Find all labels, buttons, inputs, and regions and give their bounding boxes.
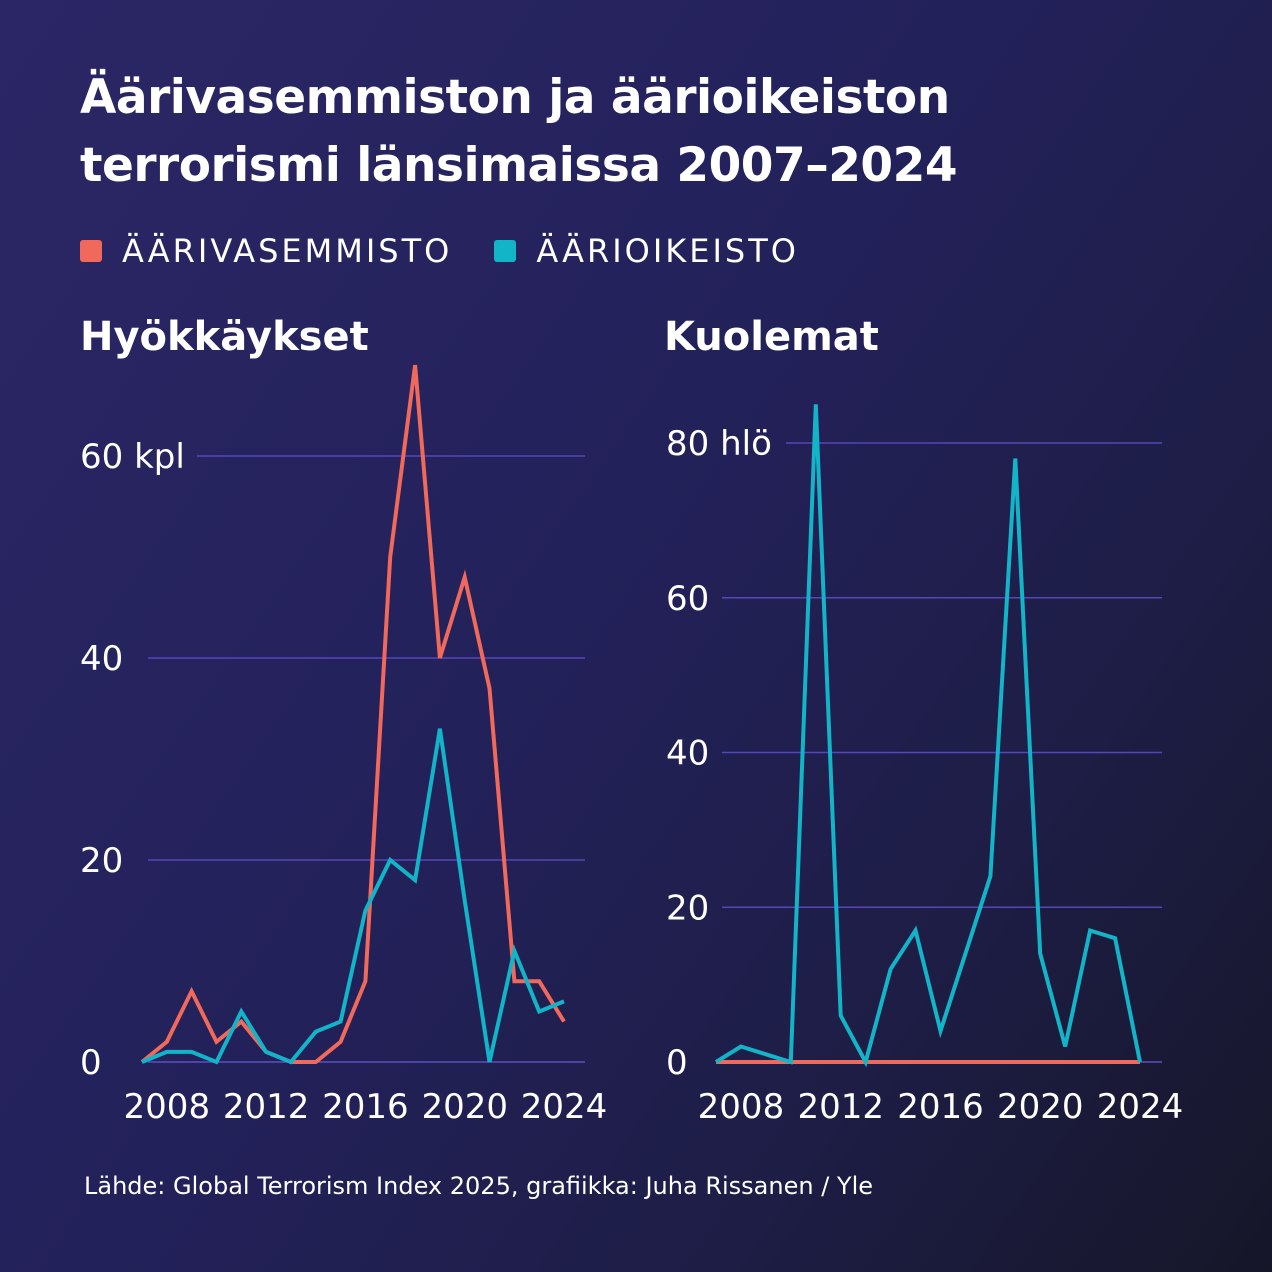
deaths-x-tick-label: 2016 [897,1087,984,1127]
attacks-y-tick-label: 40 [80,639,123,679]
chart-title: Äärivasemmiston ja äärioikeiston terrori… [80,70,958,193]
attacks-y-tick-label: 20 [80,841,123,881]
source-note: Lähde: Global Terrorism Index 2025, graf… [84,1172,873,1200]
deaths-y-tick-label: 20 [666,888,709,928]
attacks-x-tick-label: 2016 [322,1087,409,1127]
legend-swatch-right [494,240,517,262]
legend: ÄÄRIVASEMMISTO ÄÄRIOIKEISTO [80,232,841,270]
legend-label-right: ÄÄRIOIKEISTO [536,232,799,270]
attacks-series-line-right-wing [141,728,565,1065]
legend-item-right: ÄÄRIOIKEISTO [494,232,799,270]
deaths-y-tick-label: 80 hlö [666,424,772,464]
legend-swatch-left [80,240,102,262]
attacks-y-tick-label: 60 kpl [80,437,185,477]
attacks-x-tick-label: 2024 [521,1087,608,1127]
attacks-x-tick-label: 2020 [421,1087,508,1127]
deaths-x-tick-label: 2020 [997,1087,1084,1127]
attacks-panel-title: Hyökkäykset [80,314,369,360]
deaths-series-line-right-wing [714,404,1142,1068]
attacks-y-tick-label: 0 [80,1043,102,1083]
attacks-x-tick-label: 2008 [124,1087,211,1127]
legend-item-left: ÄÄRIVASEMMISTO [80,232,452,270]
deaths-x-tick-label: 2024 [1097,1087,1184,1127]
deaths-x-tick-label: 2008 [698,1087,785,1127]
legend-label-left: ÄÄRIVASEMMISTO [122,232,453,270]
deaths-y-tick-label: 60 [666,579,709,619]
deaths-y-tick-label: 40 [666,734,709,774]
deaths-y-tick-label: 0 [666,1043,688,1083]
attacks-x-tick-label: 2012 [223,1087,310,1127]
attacks-series-line-left-wing [140,364,566,1064]
deaths-panel-title: Kuolemat [664,314,879,360]
deaths-x-tick-label: 2012 [797,1087,884,1127]
